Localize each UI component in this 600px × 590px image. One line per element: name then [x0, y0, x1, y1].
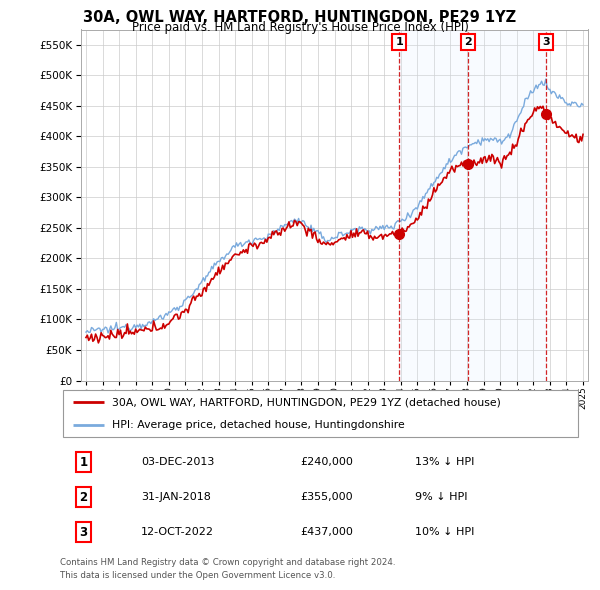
- Text: This data is licensed under the Open Government Licence v3.0.: This data is licensed under the Open Gov…: [60, 571, 335, 579]
- Text: 2: 2: [464, 37, 472, 47]
- Text: 1: 1: [395, 37, 403, 47]
- Text: 3: 3: [542, 37, 550, 47]
- Text: 31-JAN-2018: 31-JAN-2018: [141, 492, 211, 502]
- Text: £355,000: £355,000: [300, 492, 353, 502]
- Text: 13% ↓ HPI: 13% ↓ HPI: [415, 457, 475, 467]
- Text: 1: 1: [79, 455, 88, 468]
- Text: 2: 2: [79, 490, 88, 504]
- Text: 12-OCT-2022: 12-OCT-2022: [141, 527, 214, 537]
- Text: 9% ↓ HPI: 9% ↓ HPI: [415, 492, 467, 502]
- Text: Contains HM Land Registry data © Crown copyright and database right 2024.: Contains HM Land Registry data © Crown c…: [60, 558, 395, 566]
- Text: Price paid vs. HM Land Registry's House Price Index (HPI): Price paid vs. HM Land Registry's House …: [131, 21, 469, 34]
- Text: HPI: Average price, detached house, Huntingdonshire: HPI: Average price, detached house, Hunt…: [112, 420, 405, 430]
- Text: 30A, OWL WAY, HARTFORD, HUNTINGDON, PE29 1YZ: 30A, OWL WAY, HARTFORD, HUNTINGDON, PE29…: [83, 10, 517, 25]
- Text: £240,000: £240,000: [300, 457, 353, 467]
- Text: 10% ↓ HPI: 10% ↓ HPI: [415, 527, 475, 537]
- FancyBboxPatch shape: [62, 390, 578, 437]
- Text: 30A, OWL WAY, HARTFORD, HUNTINGDON, PE29 1YZ (detached house): 30A, OWL WAY, HARTFORD, HUNTINGDON, PE29…: [112, 397, 501, 407]
- Bar: [400, 30, 547, 381]
- Text: £437,000: £437,000: [300, 527, 353, 537]
- Text: 03-DEC-2013: 03-DEC-2013: [141, 457, 214, 467]
- Text: 3: 3: [79, 526, 88, 539]
